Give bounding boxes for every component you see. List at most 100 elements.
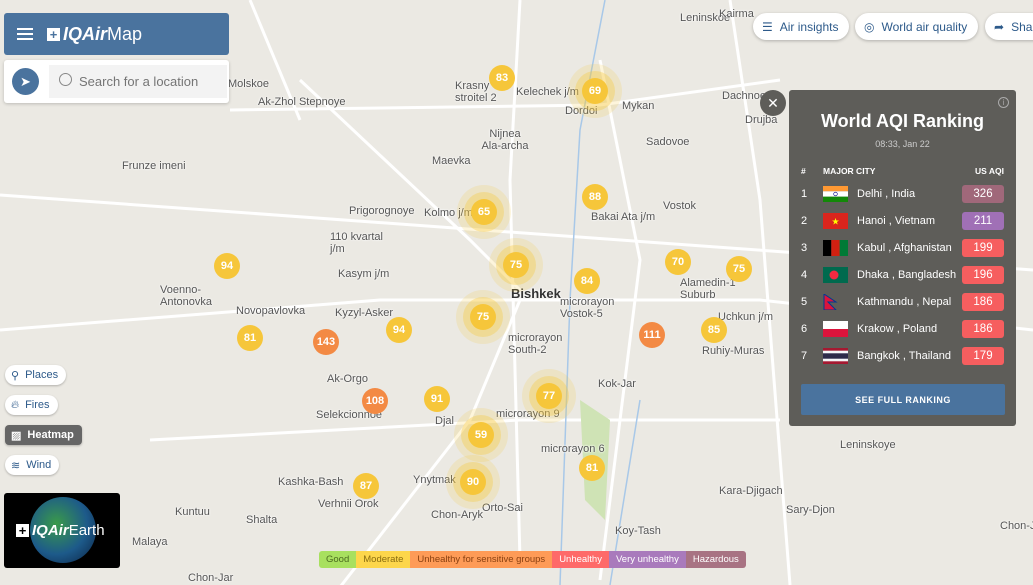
city-name: Kathmandu , Nepal — [857, 295, 952, 308]
country-flag-icon — [823, 185, 848, 202]
aqi-marker[interactable]: 81 — [237, 325, 263, 351]
aqi-badge: 196 — [962, 265, 1004, 284]
place-label: Koy-Tash — [615, 525, 661, 537]
place-label: Shalta — [246, 514, 278, 526]
place-label: Drujba — [745, 114, 778, 126]
place-label: Chon-Aryk — [431, 509, 483, 521]
ranking-row[interactable]: 6 Krakow , Poland 186 — [801, 315, 1004, 342]
aqi-marker[interactable]: 75 — [726, 256, 752, 282]
search-panel: ➤ — [4, 60, 229, 103]
city-name: Dhaka , Bangladesh — [857, 268, 957, 281]
place-label: Kasym j/m — [338, 268, 390, 280]
aqi-marker[interactable]: 59 — [468, 422, 494, 448]
places-label: Places — [25, 369, 59, 381]
place-label: Uchkun j/m — [718, 311, 774, 323]
list-icon: ☰ — [762, 19, 773, 34]
aqi-marker[interactable]: 111 — [639, 322, 665, 348]
ranking-title: World AQI Ranking — [820, 111, 984, 131]
place-label: Djal — [435, 415, 454, 427]
col-rank: # — [801, 166, 806, 176]
place-label: Kolmo j/m — [424, 207, 473, 219]
aqi-marker[interactable]: 75 — [470, 304, 496, 330]
heatmap-toggle[interactable]: ▨ Heatmap — [5, 425, 82, 445]
share-button[interactable]: ➦ Share — [985, 13, 1033, 40]
aqi-marker[interactable]: 83 — [489, 65, 515, 91]
aqi-marker[interactable]: 88 — [582, 184, 608, 210]
place-label: Ynytmak — [413, 474, 456, 486]
place-label: Sary-Djon — [786, 504, 835, 516]
city-name: Kabul , Afghanistan — [857, 241, 952, 254]
aqi-marker[interactable]: 84 — [574, 268, 600, 294]
country-flag-icon: ★ — [823, 212, 848, 229]
close-ranking-button[interactable]: ✕ — [760, 90, 786, 116]
ranking-row[interactable]: 5 Kathmandu , Nepal 186 — [801, 288, 1004, 315]
col-city: MAJOR CITY — [823, 166, 876, 176]
legend-item: Moderate — [356, 551, 411, 568]
aqi-marker[interactable]: 87 — [353, 473, 379, 499]
info-icon[interactable]: i — [998, 97, 1009, 108]
aqi-marker[interactable]: 91 — [424, 386, 450, 412]
see-full-ranking-button[interactable]: SEE FULL RANKING — [801, 384, 1005, 415]
ranking-row[interactable]: 3 Kabul , Afghanistan 199 — [801, 234, 1004, 261]
place-label: Verhnii Orok — [318, 498, 379, 510]
iqair-earth-link[interactable]: + IQAir Earth — [4, 493, 120, 568]
rank-number: 1 — [801, 187, 808, 200]
place-label: Molskoe — [228, 78, 269, 90]
ranking-row[interactable]: 4 Dhaka , Bangladesh 196 — [801, 261, 1004, 288]
places-toggle[interactable]: ⚲ Places — [5, 365, 67, 385]
aqi-marker[interactable]: 65 — [471, 199, 497, 225]
aqi-marker[interactable]: 70 — [665, 249, 691, 275]
aqi-marker[interactable]: 85 — [701, 317, 727, 343]
rank-number: 2 — [801, 214, 808, 227]
air-insights-button[interactable]: ☰ Air insights — [753, 13, 850, 40]
aqi-marker[interactable]: 77 — [536, 383, 562, 409]
place-label: microrayon 9 — [496, 408, 560, 420]
aqi-marker[interactable]: 69 — [582, 78, 608, 104]
aqi-marker[interactable]: 94 — [214, 253, 240, 279]
fire-icon: 🔥︎ — [11, 398, 20, 411]
country-flag-icon — [823, 347, 848, 364]
aqi-marker[interactable]: 81 — [579, 455, 605, 481]
ranking-row[interactable]: 2 ★ Hanoi , Vietnam 211 — [801, 207, 1004, 234]
place-label: Frunze imeni — [122, 160, 186, 172]
rank-number: 7 — [801, 349, 808, 362]
aqi-marker[interactable]: 90 — [460, 469, 486, 495]
ranking-timestamp: 08:33, Jan 22 — [875, 139, 930, 149]
wind-toggle[interactable]: ≋ Wind — [5, 455, 60, 475]
city-name: Bangkok , Thailand — [857, 349, 951, 362]
wind-icon: ≋ — [11, 459, 21, 472]
place-label: 110 kvartal j/m — [330, 231, 383, 255]
hamburger-icon[interactable] — [17, 25, 33, 43]
place-label: Maevka — [432, 155, 471, 167]
wind-label: Wind — [26, 459, 52, 471]
locate-me-button[interactable]: ➤ — [12, 68, 39, 95]
place-label: Kelechek j/m — [516, 86, 579, 98]
ranking-row[interactable]: 7 Bangkok , Thailand 179 — [801, 342, 1004, 369]
place-label: Prigorognoye — [349, 205, 415, 217]
aqi-badge: 199 — [962, 238, 1004, 257]
fires-toggle[interactable]: 🔥︎ Fires — [5, 395, 58, 415]
share-icon: ➦ — [994, 19, 1005, 34]
legend-item: Unhealthy — [552, 551, 609, 568]
place-label: Kara-Djigach — [719, 485, 783, 497]
rank-number: 5 — [801, 295, 808, 308]
place-label: Krasny stroitel 2 — [455, 80, 497, 104]
place-label: Sadovoe — [646, 136, 690, 148]
place-label: Ak-Orgo — [327, 373, 368, 385]
place-label: Kuntuu — [175, 506, 210, 518]
search-input[interactable] — [49, 65, 227, 98]
city-name: Delhi , India — [857, 187, 916, 200]
aqi-marker[interactable]: 143 — [313, 329, 339, 355]
world-air-quality-button[interactable]: ◎ World air quality — [855, 13, 979, 40]
place-label: Kairma — [719, 8, 754, 20]
globe-image — [30, 497, 96, 563]
place-label: Alamedin-1 Suburb — [680, 277, 736, 301]
heatmap-label: Heatmap — [27, 429, 74, 441]
aqi-marker[interactable]: 75 — [503, 252, 529, 278]
aqi-marker[interactable]: 108 — [362, 388, 388, 414]
ranking-row[interactable]: 1 Delhi , India 326 — [801, 180, 1004, 207]
country-flag-icon — [823, 266, 848, 283]
aqi-marker[interactable]: 94 — [386, 317, 412, 343]
aqi-badge: 326 — [962, 184, 1004, 203]
